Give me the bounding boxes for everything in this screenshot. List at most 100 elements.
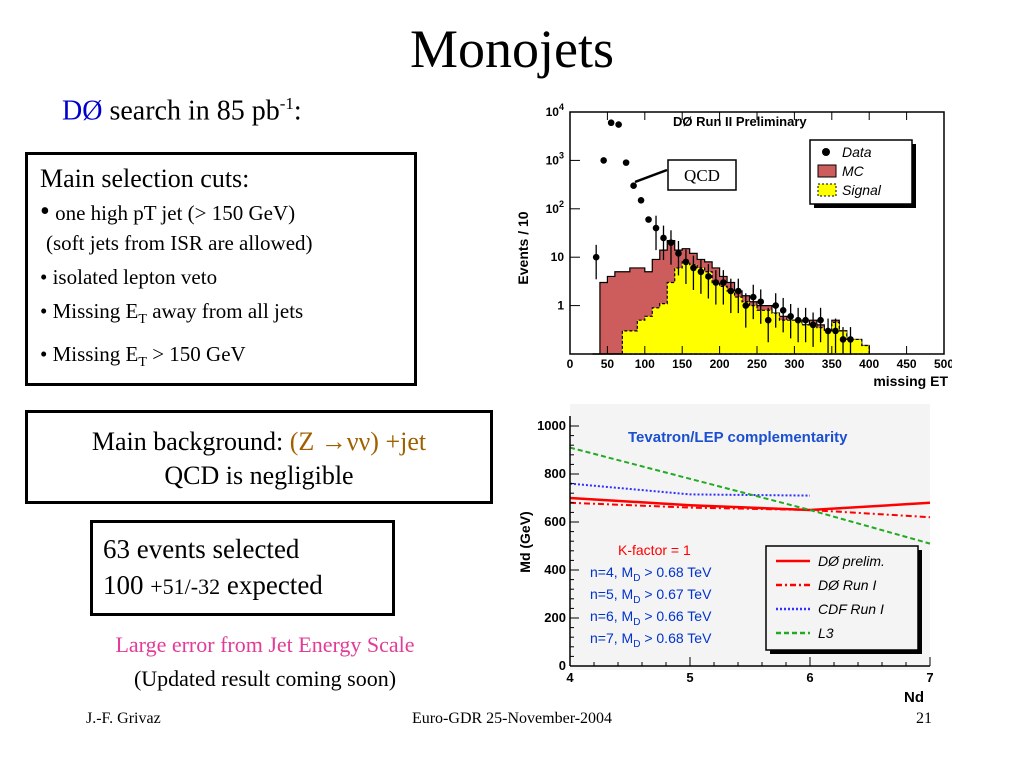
legend-frame [765,545,919,651]
data-point [645,216,652,223]
data-point [600,157,607,164]
complementarity-xlabel: Nd [904,689,924,706]
update-note: (Updated result coming soon) [133,666,397,691]
cut-item-jet: • one high pT jet (> 150 GeV) [40,196,296,227]
x-tick-label: 500 [934,357,952,371]
y-tick-label: 104 [546,102,564,119]
background-box: Main background: (Z →νν) +jet QCD is neg… [25,410,493,504]
x-tick-label: 450 [897,357,917,371]
x-tick-label: 5 [686,670,693,685]
legend-signal-swatch [817,183,837,197]
events-box: 63 events selected 100 +51/-32 expected [90,520,395,616]
data-point [712,279,720,286]
complementarity-ylabel: Md (GeV) [517,511,533,572]
md-limit-label: n=5, MD > 0.67 TeV [590,586,712,606]
data-point [749,293,757,301]
search-suffix: : [293,95,302,127]
data-point [607,119,615,127]
histogram-xlabel: missing ET [873,373,948,389]
met-histogram-chart: 0 50 100 150 200 250 300 350 400 450 500 104 103 102 1… [512,98,952,398]
x-tick-label: 7 [926,670,933,685]
y-tick-label: 10 [551,250,565,264]
data-point [779,306,787,314]
x-tick-label: 150 [672,357,692,371]
series-line-cdf-run-i [569,482,811,497]
y-tick-label: 400 [544,562,566,577]
experiment-name: DØ [62,95,103,127]
data-point [742,302,750,309]
legend-mc-label: MC [842,163,865,179]
data-point [615,121,622,128]
data-point [735,287,742,295]
legend-data-label: Data [842,144,872,160]
data-point [652,224,660,232]
data-point [705,273,712,280]
data-point [824,327,832,335]
series-line-d-prelim- [569,496,931,512]
qcd-pointer-line [634,168,668,184]
data-point [630,182,637,190]
md-limit-label: n=4, MD > 0.68 TeV [590,564,712,584]
data-point [802,316,809,324]
bullet-icon: • [40,196,50,227]
y-tick-label: 1000 [537,418,566,433]
cut-item-lepton-veto: • isolated lepton veto [40,265,218,289]
legend-data-marker [822,148,830,156]
cuts-heading: Main selection cuts: [40,164,250,193]
footer-meeting: Euro-GDR 25-November-2004 [411,710,613,727]
data-point [697,268,705,276]
search-text: search in 85 pb [102,95,280,127]
x-tick-label: 4 [566,670,574,685]
x-tick-label: 100 [635,357,655,371]
legend-label: CDF Run I [818,601,884,617]
legend-shadow [770,650,922,654]
complementarity-legend: DØ prelim. DØ Run I CDF Run I L3 [765,545,922,654]
qcd-label-box [667,159,737,191]
y-tick-label: 0 [559,658,566,673]
x-tick-label: 50 [601,357,615,371]
data-point [787,313,794,320]
legend-shadow [918,550,922,654]
jes-error-note: Large error from Jet Energy Scale [115,632,415,657]
data-point [660,234,667,242]
histogram-legend: Data MC Signal [809,139,916,208]
selection-cuts-box: Main selection cuts: • one high pT jet (… [25,152,417,386]
footer-author: J.-F. Grivaz [86,710,161,727]
x-tick-label: 200 [710,357,730,371]
complementarity-title: Tevatron/LEP complementarity [628,429,848,446]
x-tick-label: 400 [859,357,879,371]
y-tick-label: 600 [544,514,566,529]
cut-item-met-away: • Missing ET away from all jets [40,299,304,328]
histogram-ylabel: Events / 10 [515,211,531,284]
x-tick-label: 6 [806,670,813,685]
x-tick-label: 0 [567,357,574,371]
cut-item-met-threshold: • Missing ET > 150 GeV [40,342,246,371]
histogram-title: DØ Run II Preliminary [673,114,807,129]
search-line: DØ search in 85 pb-1: [62,94,302,127]
data-point [757,298,765,306]
y-tick-label: 103 [546,150,564,167]
qcd-label: QCD [684,166,720,185]
complementarity-chart: 4 5 6 7 0 200 400 600 800 1000 Tevatron/LEP compl… [512,402,946,708]
y-tick-label: 102 [546,199,564,216]
search-lumi-exponent: -1 [279,94,294,113]
data-point [720,279,727,286]
data-point [772,302,779,309]
legend-label: L3 [818,625,834,641]
series-line-l3 [569,446,931,545]
md-limit-label: n=7, MD > 0.68 TeV [590,630,712,650]
x-tick-label: 250 [747,357,767,371]
events-expected: 100 +51/-32 expected [103,570,323,600]
data-point [622,159,630,166]
data-point [817,316,824,324]
data-point [682,258,690,266]
events-selected: 63 events selected [103,534,300,564]
qcd-note: QCD is negligible [164,461,354,490]
data-point [839,336,847,343]
legend-signal-label: Signal [842,182,882,198]
legend-label: DØ prelim. [818,553,885,569]
data-point [847,336,854,343]
x-tick-label: 350 [822,357,842,371]
md-limit-label: n=6, MD > 0.66 TeV [590,608,712,628]
data-point [637,196,645,204]
